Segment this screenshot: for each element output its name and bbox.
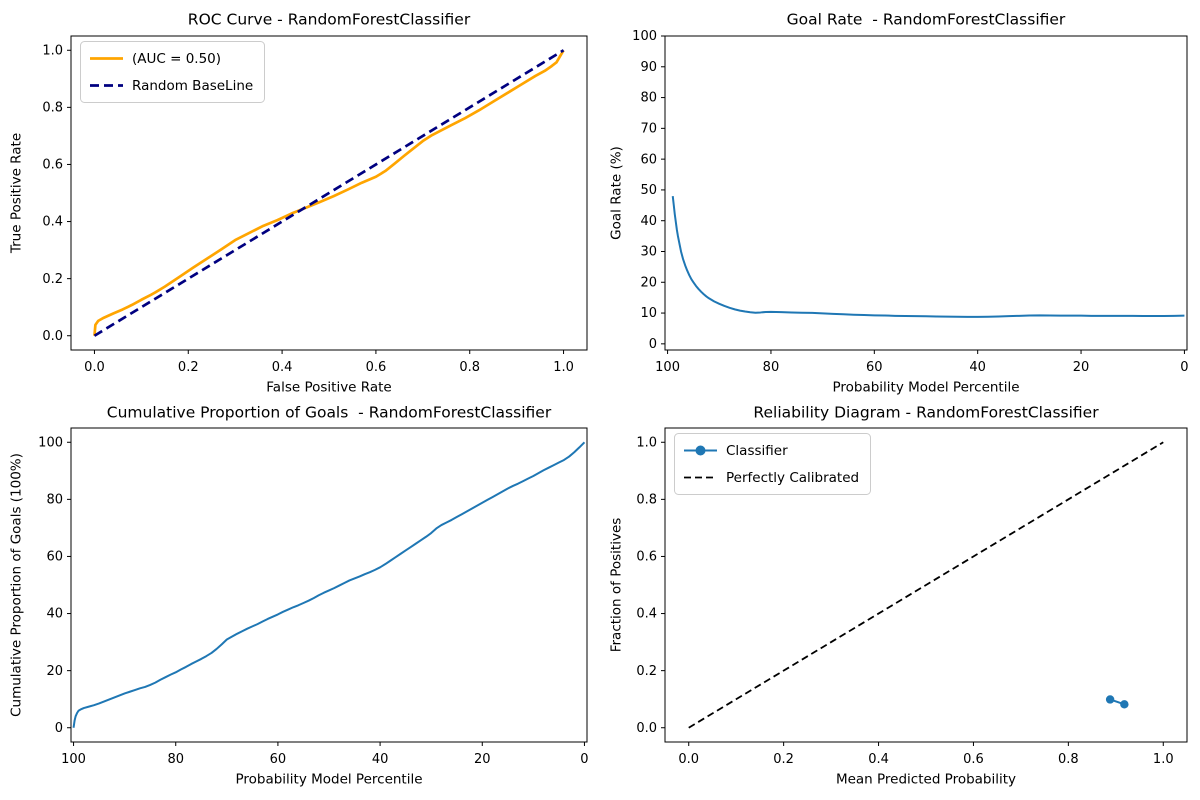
x-axis-tick-label: 20 <box>474 752 491 767</box>
chart-reliability-diagram: 0.0 0.2 0.4 0.6 0.8 1.0 0.0 0.2 0.4 0.6 0.8 1.0 Reli… <box>600 400 1200 800</box>
y-axis-tick-label: 0.6 <box>42 158 63 173</box>
axes-box <box>664 427 1188 743</box>
legend: (AUC = 0.50) Random BaseLine <box>80 41 265 103</box>
y-axis-tick-label: 70 <box>640 122 657 137</box>
plot-background <box>0 400 600 800</box>
y-axis-tick-label: 50 <box>640 183 657 198</box>
y-axis-tick-label: 1.0 <box>636 435 657 450</box>
y-axis-tick-label: 0.8 <box>42 101 63 116</box>
x-axis-tick-label: 0.8 <box>459 360 480 375</box>
x-axis-tick-label: 80 <box>167 752 184 767</box>
subplot-roc-curve: 0.0 0.2 0.4 0.6 0.8 1.0 0.0 0.2 0.4 0.6 0.8 1.0 ROC … <box>0 0 600 400</box>
x-axis-label: Probability Model Percentile <box>832 379 1019 395</box>
subplot-reliability-diagram: 0.0 0.2 0.4 0.6 0.8 1.0 0.0 0.2 0.4 0.6 0.8 1.0 Reli… <box>600 400 1200 800</box>
y-axis-tick-label: 0.8 <box>636 493 657 508</box>
y-axis-tick-label: 0.2 <box>42 272 63 287</box>
y-axis-tick-label: 10 <box>640 306 657 321</box>
chart-title: ROC Curve - RandomForestClassifier <box>188 10 471 28</box>
chart-roc-curve: 0.0 0.2 0.4 0.6 0.8 1.0 0.0 0.2 0.4 0.6 0.8 1.0 ROC … <box>0 0 600 400</box>
series-marker <box>1105 695 1115 704</box>
chart-title: Cumulative Proportion of Goals - RandomF… <box>107 403 552 421</box>
chart-goal-rate: 100 80 60 40 20 0 0 10 20 30 40 50 60 70 80 90 100 Goal R… <box>600 0 1200 400</box>
x-axis-tick-label: 0.6 <box>366 360 387 375</box>
x-axis-tick-label: 0.2 <box>178 360 199 375</box>
legend-entry-label: Perfectly Calibrated <box>726 470 859 486</box>
plot-background <box>600 0 1200 400</box>
y-axis-label: Cumulative Proportion of Goals (100%) <box>8 453 24 717</box>
y-axis-tick-label: 60 <box>46 550 63 565</box>
legend-box <box>80 41 265 103</box>
x-axis-tick-label: 0.0 <box>84 360 105 375</box>
x-axis-tick-label: 1.0 <box>1153 752 1174 767</box>
legend-sample-marker <box>695 445 706 456</box>
y-axis-tick-label: 80 <box>640 91 657 106</box>
series-line <box>688 441 1164 729</box>
subplot-cumulative-proportion: 100 80 60 40 20 0 0 20 40 60 80 100 Cumulative Propo… <box>0 400 600 800</box>
series-marker <box>1120 700 1129 709</box>
x-axis-tick-label: 20 <box>1073 360 1090 375</box>
x-axis-tick-label: 100 <box>655 360 680 375</box>
y-axis-tick-label: 0.6 <box>636 550 657 565</box>
x-axis-tick-label: 0.2 <box>773 752 794 767</box>
y-axis-tick-label: 0.0 <box>42 329 63 344</box>
series-line <box>93 49 565 337</box>
x-axis-tick-label: 80 <box>763 360 780 375</box>
series-line <box>72 441 586 728</box>
legend-entry-label: (AUC = 0.50) <box>132 51 221 67</box>
y-axis-tick-label: 60 <box>640 152 657 167</box>
axes-box <box>664 35 1188 351</box>
y-axis-label: True Positive Rate <box>8 133 24 254</box>
series-line <box>671 195 1185 318</box>
legend-entry-label: Classifier <box>726 443 788 459</box>
x-axis-tick-label: 60 <box>270 752 287 767</box>
y-axis-tick-label: 0.4 <box>636 607 657 622</box>
chart-title: Goal Rate - RandomForestClassifier <box>787 10 1066 28</box>
x-axis-tick-label: 0.0 <box>678 752 699 767</box>
series-line <box>93 49 565 336</box>
y-axis-tick-label: 90 <box>640 60 657 75</box>
y-axis-tick-label: 20 <box>46 664 63 679</box>
x-axis-tick-label: 40 <box>372 752 389 767</box>
y-axis-tick-label: 20 <box>640 275 657 290</box>
y-axis-tick-label: 80 <box>46 493 63 508</box>
y-axis-tick-label: 0.0 <box>636 721 657 736</box>
y-axis-tick-label: 1.0 <box>42 43 63 58</box>
axes-box <box>70 35 588 351</box>
y-axis-tick-label: 0.2 <box>636 664 657 679</box>
y-axis-tick-label: 40 <box>640 214 657 229</box>
x-axis-tick-label: 100 <box>61 752 86 767</box>
y-axis-tick-label: 40 <box>46 607 63 622</box>
axes-box <box>70 427 588 743</box>
y-axis-tick-label: 100 <box>632 29 657 44</box>
x-axis-tick-label: 0.8 <box>1058 752 1079 767</box>
y-axis-tick-label: 0.4 <box>42 215 63 230</box>
x-axis-tick-label: 0.6 <box>963 752 984 767</box>
y-axis-tick-label: 0 <box>55 721 63 736</box>
x-axis-tick-label: 0 <box>1180 360 1188 375</box>
x-axis-tick-label: 40 <box>969 360 986 375</box>
x-axis-tick-label: 0.4 <box>272 360 293 375</box>
x-axis-label: Probability Model Percentile <box>235 771 422 787</box>
x-axis-label: Mean Predicted Probability <box>836 771 1016 787</box>
chart-title: Reliability Diagram - RandomForestClassi… <box>753 403 1099 421</box>
subplot-goal-rate: 100 80 60 40 20 0 0 10 20 30 40 50 60 70 80 90 100 Goal R… <box>600 0 1200 400</box>
y-axis-label: Goal Rate (%) <box>608 146 624 240</box>
y-axis-tick-label: 0 <box>649 337 657 352</box>
x-axis-tick-label: 1.0 <box>553 360 574 375</box>
chart-cumulative-proportion: 100 80 60 40 20 0 0 20 40 60 80 100 Cumulative Propo… <box>0 400 600 800</box>
x-axis-tick-label: 0 <box>580 752 588 767</box>
legend: Classifier Perfectly Calibrated <box>674 433 871 495</box>
legend-entry-label: Random BaseLine <box>132 78 253 94</box>
x-axis-tick-label: 60 <box>866 360 883 375</box>
x-axis-label: False Positive Rate <box>266 379 391 395</box>
y-axis-tick-label: 30 <box>640 245 657 260</box>
legend-box <box>674 433 871 495</box>
x-axis-tick-label: 0.4 <box>868 752 889 767</box>
y-axis-label: Fraction of Positives <box>608 518 624 653</box>
y-axis-tick-label: 100 <box>38 435 63 450</box>
